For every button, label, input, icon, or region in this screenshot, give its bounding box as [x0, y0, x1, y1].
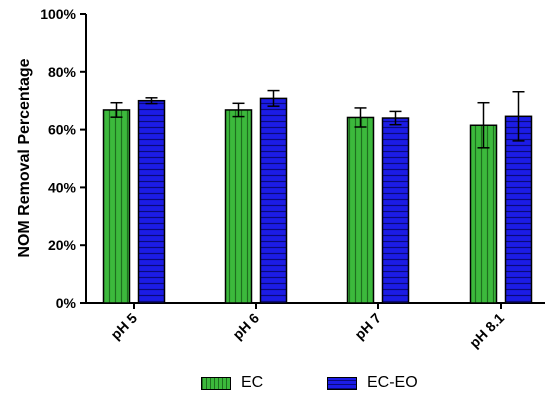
bar-ec — [102, 109, 131, 304]
legend-item-ec: EC — [201, 374, 263, 392]
y-tick-label: 20% — [48, 237, 77, 253]
y-tick-label: 100% — [40, 6, 76, 22]
legend-label-ec: EC — [241, 374, 264, 391]
legend-swatch-ec-eo — [327, 376, 357, 390]
legend-swatch-ec — [201, 376, 231, 390]
x-tick-label: pH 7 — [351, 310, 384, 343]
y-tick-label: 80% — [48, 64, 77, 80]
bar-ec — [224, 109, 253, 304]
bar-ec-eo — [259, 97, 288, 304]
y-tick-label: 40% — [48, 179, 77, 195]
bar-ec — [346, 116, 375, 304]
x-tick-label: pH 5 — [107, 310, 140, 343]
y-tick-label: 0% — [56, 295, 77, 311]
y-axis-title: NOM Removal Percentage — [16, 58, 33, 257]
legend-label-ec-eo: EC-EO — [367, 374, 418, 391]
y-axis-label: NOM Removal Percentage — [16, 58, 33, 257]
legend-item-ec-eo: EC-EO — [327, 374, 418, 392]
y-tick-label: 60% — [48, 122, 77, 138]
bar-ec-eo — [137, 99, 166, 304]
x-tick-label: pH 6 — [229, 310, 262, 343]
bar-ec-eo — [504, 115, 533, 304]
x-tick-label: pH 8.1 — [466, 310, 507, 351]
bar-ec-eo — [381, 117, 410, 304]
legend: EC EC-EO — [0, 374, 550, 396]
x-tick-labels: pH 5 pH 6 pH 7 pH 8.1 — [107, 310, 507, 351]
bars — [102, 89, 533, 304]
bar-ec — [469, 124, 498, 304]
